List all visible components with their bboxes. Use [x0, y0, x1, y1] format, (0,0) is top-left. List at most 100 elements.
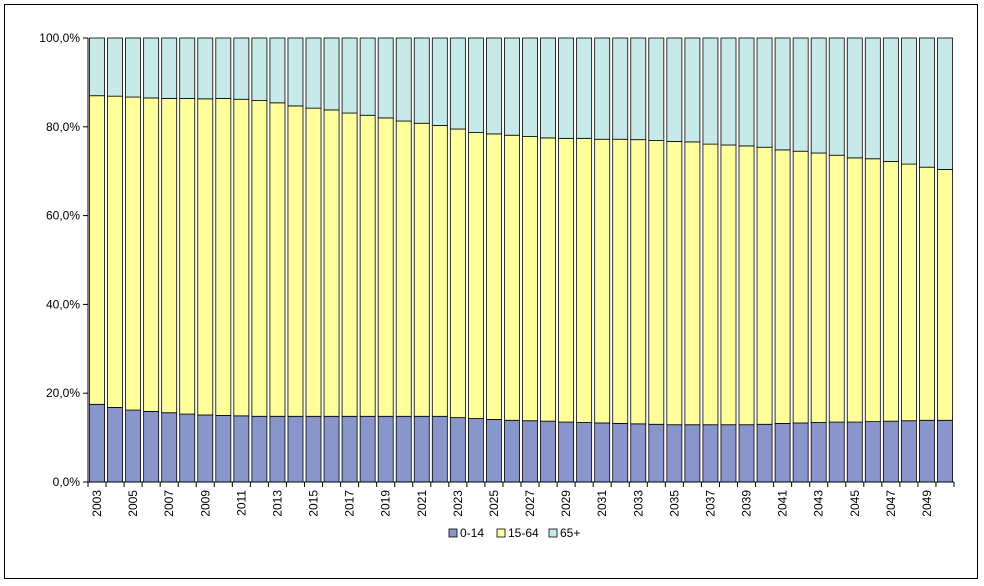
bar-segment-0-14-2038: [720, 424, 737, 483]
bar-segment-65+-2004: [107, 37, 123, 97]
bar-segment-0-14-2024: [467, 418, 484, 483]
bar-segment-0-14-2020: [395, 415, 412, 483]
x-tick-label: 2025: [487, 490, 501, 517]
bar-segment-65+-2007: [161, 37, 178, 99]
bar-segment-0-14-2018: [359, 415, 376, 483]
bar-segment-15-64-2042: [792, 150, 809, 424]
bar-segment-0-14-2012: [251, 415, 268, 483]
x-tick-label: 2003: [90, 490, 104, 517]
bar-segment-15-64-2044: [828, 154, 845, 423]
bar-segment-15-64-2050: [937, 169, 953, 421]
bar-segment-65+-2050: [937, 37, 953, 170]
bar-segment-0-14-2022: [431, 415, 448, 483]
bar-segment-0-14-2045: [846, 421, 863, 483]
bar-segment-65+-2032: [612, 37, 629, 140]
bar-segment-15-64-2014: [287, 105, 304, 417]
bar-segment-15-64-2006: [143, 97, 160, 412]
bar-segment-15-64-2038: [720, 144, 737, 426]
bar-segment-15-64-2010: [215, 97, 232, 416]
bar-segment-15-64-2005: [125, 96, 142, 411]
x-tick-label: 2019: [379, 490, 393, 517]
bar-segment-65+-2046: [864, 37, 881, 160]
bar-segment-65+-2040: [756, 37, 773, 148]
bar-segment-0-14-2011: [233, 415, 250, 483]
bar-segment-15-64-2027: [522, 136, 538, 422]
bar-segment-15-64-2049: [919, 166, 935, 421]
x-tick-label: 2039: [740, 490, 754, 517]
bar-segment-65+-2010: [215, 37, 232, 99]
bar-segment-0-14-2050: [937, 419, 953, 483]
bar-segment-15-64-2047: [882, 161, 899, 422]
x-tick-label: 2005: [126, 490, 140, 517]
bar-segment-0-14-2014: [287, 415, 304, 483]
bar-segment-15-64-2029: [558, 137, 575, 423]
bar-segment-0-14-2049: [919, 419, 935, 483]
x-tick-label: 2009: [198, 490, 212, 517]
bar-segment-0-14-2030: [576, 422, 593, 483]
bar-segment-0-14-2006: [143, 410, 160, 483]
bar-segment-65+-2020: [395, 37, 412, 122]
x-tick-label: 2033: [631, 490, 645, 517]
x-tick-label: 2047: [884, 490, 898, 517]
bar-segment-65+-2044: [828, 37, 845, 156]
y-tick-label: 100,0%: [39, 31, 80, 45]
bar-segment-15-64-2009: [197, 98, 214, 416]
bar-segment-0-14-2013: [269, 415, 286, 483]
legend-swatch-0-14: [448, 528, 458, 538]
bar-segment-15-64-2030: [576, 137, 593, 423]
bar-segment-0-14-2034: [648, 423, 665, 483]
bar-segment-0-14-2042: [792, 422, 809, 483]
bar-segment-65+-2011: [233, 37, 250, 100]
bar-segment-15-64-2033: [630, 139, 647, 425]
bar-segment-0-14-2016: [323, 415, 340, 483]
bar-segment-15-64-2048: [900, 163, 917, 422]
bar-segment-65+-2042: [792, 37, 809, 152]
bar-segment-15-64-2028: [540, 137, 556, 422]
bar-segment-15-64-2020: [395, 120, 412, 417]
bar-segment-0-14-2023: [449, 417, 466, 483]
bar-segment-65+-2027: [522, 37, 538, 137]
bar-segment-65+-2003: [89, 37, 105, 97]
bar-segment-65+-2015: [305, 37, 322, 109]
x-tick-label: 2043: [812, 490, 826, 517]
bar-segment-65+-2022: [431, 37, 448, 126]
x-tick-label: 2007: [162, 490, 176, 517]
bar-segment-0-14-2031: [594, 422, 611, 483]
y-tick-label: 40,0%: [46, 297, 80, 311]
bar-segment-65+-2018: [359, 37, 376, 116]
legend-label-65+: 65+: [560, 526, 580, 540]
legend-swatch-15-64: [496, 528, 506, 538]
bar-segment-15-64-2008: [179, 97, 196, 415]
legend-swatch-65+: [548, 528, 558, 538]
bar-segment-0-14-2044: [828, 421, 845, 483]
y-tick-label: 20,0%: [46, 386, 80, 400]
bar-segment-0-14-2009: [197, 414, 214, 483]
bar-segment-65+-2035: [666, 37, 683, 142]
bar-segment-0-14-2046: [864, 421, 881, 483]
bar-segment-65+-2021: [413, 37, 430, 124]
bar-segment-15-64-2021: [413, 122, 430, 417]
bar-segment-0-14-2026: [504, 419, 520, 483]
x-tick-label: 2049: [920, 490, 934, 517]
bar-segment-15-64-2039: [738, 145, 755, 426]
bar-segment-15-64-2037: [702, 143, 719, 426]
bar-segment-15-64-2032: [612, 138, 629, 424]
chart-frame: 0,0% 20,0% 40,0% 60,0% 80,0% 100,0% 2003 2005 20…: [4, 4, 978, 579]
bar-segment-0-14-2003: [89, 403, 105, 483]
bar-segment-65+-2036: [684, 37, 701, 143]
bar-segment-65+-2019: [377, 37, 394, 119]
bar-segment-15-64-2045: [846, 157, 863, 423]
bar-segment-65+-2034: [648, 37, 665, 141]
x-tick-label: 2021: [415, 490, 429, 517]
bar-segment-15-64-2018: [359, 114, 376, 417]
legend: 0-14 15-64 65+: [448, 526, 580, 540]
bar-segment-15-64-2015: [305, 107, 322, 417]
bar-segment-15-64-2025: [486, 133, 502, 420]
bar-segment-65+-2005: [125, 37, 142, 98]
bar-segment-65+-2029: [558, 37, 575, 139]
bar-segment-0-14-2008: [179, 413, 196, 483]
bar-segment-0-14-2041: [774, 422, 791, 483]
bar-segment-65+-2045: [846, 37, 863, 159]
y-tick-label: 80,0%: [46, 120, 80, 134]
bar-segment-65+-2049: [919, 37, 935, 168]
